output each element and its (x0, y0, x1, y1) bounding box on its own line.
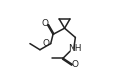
Text: O: O (71, 60, 78, 69)
Text: O: O (42, 39, 49, 48)
Text: NH: NH (67, 44, 81, 53)
Text: O: O (41, 19, 48, 28)
